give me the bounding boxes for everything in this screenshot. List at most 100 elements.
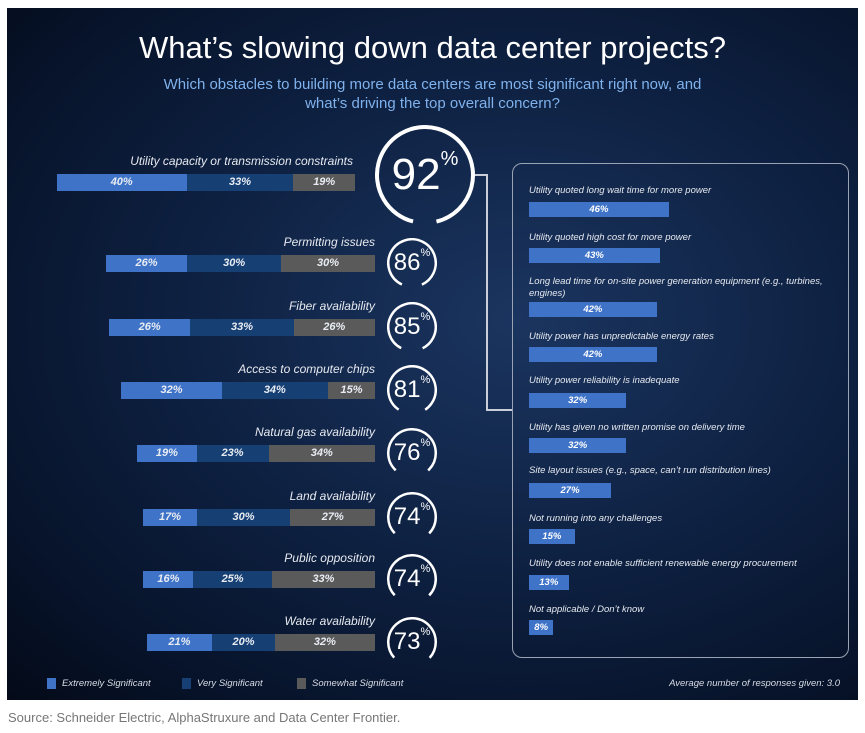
- driver-bar: 42%: [529, 347, 657, 362]
- obstacle-label: Fiber availability: [288, 299, 375, 313]
- ring-arc: [387, 238, 437, 288]
- legend-swatch: [47, 678, 56, 689]
- bar-segment-somewhat: 34%: [268, 445, 375, 462]
- driver-bar: 27%: [529, 483, 612, 498]
- drivers-box: [512, 163, 849, 658]
- total-percent: 74%: [394, 501, 430, 531]
- infographic-panel: What’s slowing down data center projects…: [7, 8, 858, 700]
- driver-bar: 46%: [529, 202, 669, 217]
- legend-item-very: Very Significant: [182, 678, 263, 689]
- total-percent: 86%: [394, 247, 431, 277]
- bar-segment-extremely: 19%: [137, 445, 197, 462]
- percent-sign: %: [420, 247, 431, 259]
- ring-arc: [387, 492, 437, 542]
- driver-value: 32: [568, 440, 579, 451]
- ring-arc: [387, 554, 437, 604]
- source-note: Source: Schneider Electric, AlphaStruxur…: [8, 710, 401, 725]
- bar-segment-extremely: 32%: [121, 382, 222, 399]
- percent-sign: %: [420, 437, 431, 449]
- ring-arc: [375, 125, 475, 225]
- total-ring: 92%: [375, 125, 475, 225]
- driver-label: Long lead time for on-site power generat…: [529, 276, 823, 299]
- percent-sign: %: [420, 374, 431, 386]
- ring-arc: [387, 428, 437, 478]
- bar-segment-very: 30%: [196, 509, 291, 526]
- bar-segment-extremely: 21%: [146, 634, 213, 651]
- ring-arc: [387, 302, 437, 352]
- bar-segment-very: 25%: [193, 571, 272, 588]
- bar-segment-very: 34%: [221, 382, 329, 399]
- bar-segment-somewhat: 33%: [271, 571, 375, 588]
- total-value: 74: [393, 565, 421, 592]
- legend-item-extremely: Extremely Significant: [47, 678, 151, 689]
- total-ring: 85%: [387, 302, 437, 352]
- percent-sign: %: [440, 148, 459, 170]
- bar-segment-somewhat: 27%: [290, 509, 375, 526]
- driver-value: 13: [539, 577, 550, 588]
- total-percent: 76%: [394, 437, 431, 467]
- obstacle-label: Public opposition: [284, 551, 375, 565]
- total-percent: 81%: [393, 374, 431, 404]
- total-ring: 74%: [387, 492, 437, 542]
- total-ring: 74%: [387, 554, 437, 604]
- driver-label: Site layout issues (e.g., space, can’t r…: [529, 465, 771, 476]
- total-value: 73: [393, 628, 421, 655]
- legend-label: Very Significant: [197, 678, 263, 689]
- bar-segment-somewhat: 30%: [281, 255, 375, 272]
- chart-subtitle: Which obstacles to building more data ce…: [163, 76, 702, 112]
- driver-value: 42: [583, 349, 594, 360]
- connector-line: [486, 174, 488, 410]
- bar-segment-somewhat: 32%: [274, 634, 375, 651]
- driver-label: Utility power has unpredictable energy r…: [529, 331, 714, 342]
- driver-value: 8: [534, 622, 540, 633]
- bar-segment-very: 23%: [196, 445, 269, 462]
- bar-segment-very: 20%: [212, 634, 275, 651]
- connector-line: [475, 174, 487, 176]
- obstacle-label: Access to computer chips: [238, 362, 375, 376]
- driver-value: 42: [583, 304, 594, 315]
- driver-bar: 13%: [529, 575, 569, 590]
- bar-segment-very: 30%: [187, 255, 282, 272]
- percent-sign: %: [420, 563, 431, 575]
- driver-bar: 32%: [529, 393, 627, 408]
- driver-label: Utility quoted high cost for more power: [529, 232, 692, 243]
- obstacle-label: Permitting issues: [283, 235, 375, 249]
- driver-value: 32: [568, 395, 579, 406]
- ring-arc: [387, 617, 437, 667]
- bar-segment-extremely: 40%: [56, 174, 187, 191]
- driver-value: 43: [584, 250, 596, 261]
- driver-bar: 42%: [529, 302, 657, 317]
- bar-segment-extremely: 16%: [143, 571, 194, 588]
- driver-label: Not applicable / Don’t know: [529, 604, 645, 615]
- bar-segment-somewhat: 19%: [293, 174, 355, 191]
- ring-arc: [387, 365, 437, 415]
- total-percent: 73%: [393, 626, 431, 656]
- driver-bar: 32%: [529, 438, 627, 453]
- total-ring: 73%: [387, 617, 437, 667]
- driver-label: Utility has given no written promise on …: [529, 422, 745, 433]
- driver-value: 15: [542, 531, 553, 542]
- driver-value: 46: [589, 204, 600, 215]
- legend-label: Somewhat Significant: [312, 678, 404, 689]
- legend-label: Extremely Significant: [62, 678, 151, 689]
- chart-title: What’s slowing down data center projects…: [138, 30, 727, 65]
- bar-segment-extremely: 17%: [143, 509, 197, 526]
- total-value: 85: [393, 313, 421, 340]
- total-percent: 85%: [393, 311, 431, 341]
- obstacle-label: Land availability: [289, 489, 375, 503]
- average-note: Average number of responses given: 3.0: [669, 678, 840, 689]
- driver-label: Utility power reliability is inadequate: [529, 375, 680, 386]
- driver-label: Utility quoted long wait time for more p…: [529, 185, 712, 196]
- percent-sign: %: [420, 626, 431, 638]
- percent-sign: %: [420, 311, 431, 323]
- total-value: 81: [393, 376, 421, 403]
- total-percent: 92%: [392, 148, 459, 200]
- driver-bar: 15%: [529, 529, 575, 544]
- obstacle-label: Natural gas availability: [254, 425, 375, 439]
- bar-segment-very: 33%: [186, 174, 294, 191]
- total-ring: 76%: [387, 428, 437, 478]
- connector-line: [486, 409, 512, 411]
- obstacle-label: Water availability: [284, 614, 375, 628]
- driver-label: Utility does not enable sufficient renew…: [529, 558, 797, 569]
- total-percent: 74%: [393, 563, 431, 593]
